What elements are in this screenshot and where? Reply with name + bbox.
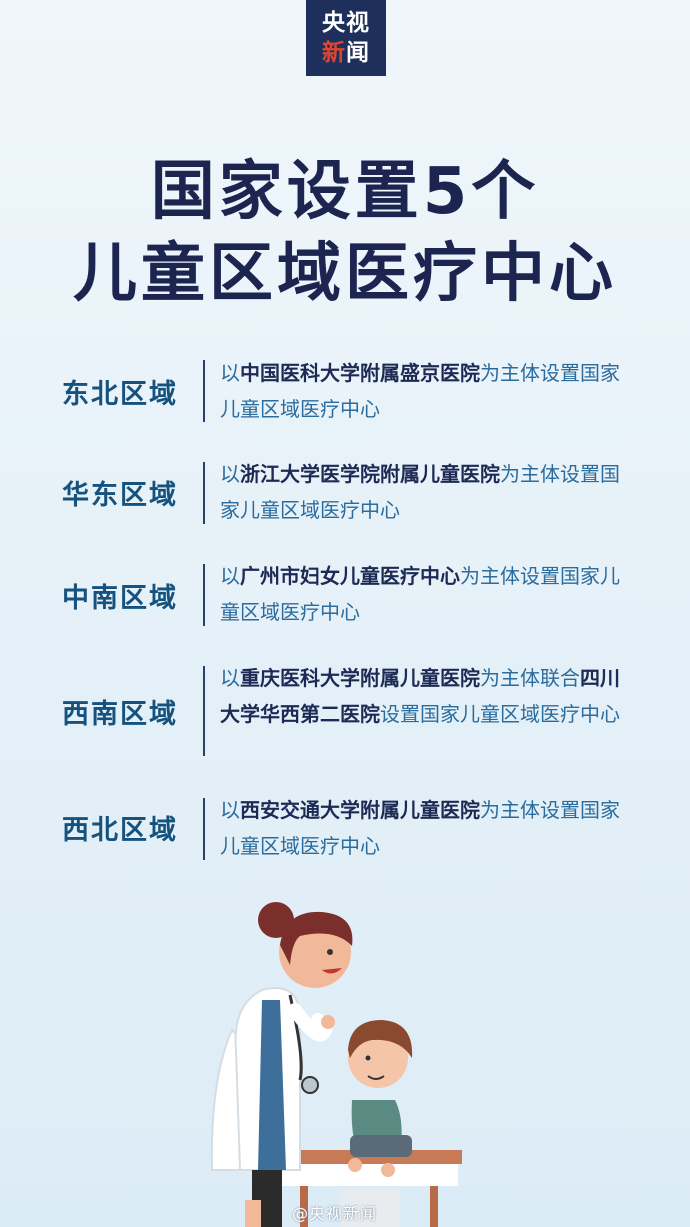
region-description: 以中国医科大学附属盛京医院为主体设置国家儿童区域医疗中心 <box>220 355 635 427</box>
headline-line1: 国家设置5个 <box>150 155 540 229</box>
desc-post: 为主体联合 <box>480 666 580 690</box>
logo-line2: 新闻 <box>322 38 370 68</box>
region-description: 以西安交通大学附属儿童医院为主体设置国家儿童区域医疗中心 <box>220 792 635 864</box>
desc-pre: 以 <box>220 361 240 385</box>
logo-rest-char: 闻 <box>346 40 370 66</box>
divider <box>203 798 205 860</box>
desc-hospital: 中国医科大学附属盛京医院 <box>240 361 480 385</box>
headline-line2: 儿童区域医疗中心 <box>73 237 617 311</box>
logo-line1: 央视 <box>322 10 370 36</box>
exam-bed <box>278 1150 462 1227</box>
desc-pre: 以 <box>220 666 240 690</box>
desc-post: 为主体设置国家儿童区域医疗中心 <box>220 564 620 624</box>
region-name: 东北区域 <box>62 379 178 410</box>
logo-accent-char: 新 <box>322 40 346 66</box>
desc-pre: 以 <box>220 564 240 588</box>
desc-post: 为主体设置国家儿童区域医疗中心 <box>220 361 620 421</box>
desc-hospital: 广州市妇女儿童医疗中心 <box>240 564 460 588</box>
region-name: 中南区域 <box>62 583 178 614</box>
region-description: 以浙江大学医学院附属儿童医院为主体设置国家儿童区域医疗中心 <box>220 456 635 528</box>
divider <box>203 666 205 756</box>
region-description: 以广州市妇女儿童医疗中心为主体设置国家儿童区域医疗中心 <box>220 558 635 630</box>
doctor <box>210 902 353 1227</box>
desc-pre: 以 <box>220 798 240 822</box>
desc-hospital: 浙江大学医学院附属儿童医院 <box>240 462 500 486</box>
desc-hospital-2: 四川大学华西第二医院 <box>220 666 620 726</box>
divider <box>203 564 205 626</box>
region-description: 以重庆医科大学附属儿童医院为主体联合四川大学华西第二医院设置国家儿童区域医疗中心 <box>220 660 635 732</box>
desc-post-2: 设置国家儿童区域医疗中心 <box>380 702 620 726</box>
divider <box>203 360 205 422</box>
region-name: 华东区域 <box>62 480 178 511</box>
desc-hospital: 重庆医科大学附属儿童医院 <box>240 666 480 690</box>
divider <box>203 462 205 524</box>
watermark: @央视新闻 <box>292 1204 378 1223</box>
child <box>348 1020 413 1177</box>
region-name: 西北区域 <box>62 815 178 846</box>
desc-post: 为主体设置国家儿童区域医疗中心 <box>220 462 620 522</box>
desc-hospital: 西安交通大学附属儿童医院 <box>240 798 480 822</box>
cctv-news-logo: 央视 新闻 <box>306 0 386 76</box>
desc-pre: 以 <box>220 462 240 486</box>
doctor-child-illustration <box>210 902 462 1227</box>
region-name: 西南区域 <box>62 699 178 730</box>
desc-post: 为主体设置国家儿童区域医疗中心 <box>220 798 620 858</box>
